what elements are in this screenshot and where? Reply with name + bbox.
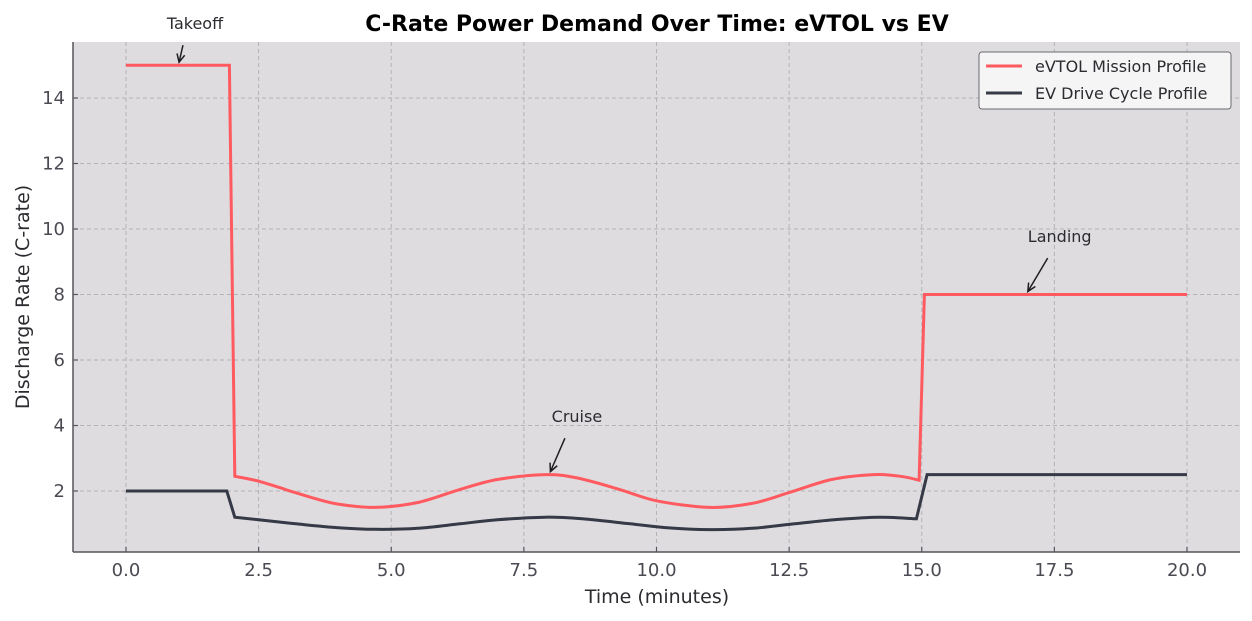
arrow-icon [178, 45, 184, 63]
chart-title: C-Rate Power Demand Over Time: eVTOL vs … [365, 12, 948, 37]
y-tick-label: 8 [54, 285, 65, 306]
x-axis-ticks: 0.0 2.5 5.0 7.5 10.0 12.5 15.0 17.5 20.0 [112, 547, 1207, 581]
y-tick-label: 6 [54, 350, 65, 371]
x-axis-label: Time (minutes) [584, 586, 729, 608]
y-axis-label: Discharge Rate (C-rate) [12, 185, 34, 409]
ev-line [126, 473, 1187, 532]
annotations: Takeoff Cruise Landing [166, 14, 1092, 474]
arrowhead-icon [1026, 282, 1036, 293]
x-tick-label: 17.5 [1034, 560, 1074, 581]
y-axis-ticks: 2 4 6 8 10 12 14 [42, 88, 78, 502]
annotation-takeoff: Takeoff [166, 14, 224, 33]
x-tick-label: 20.0 [1167, 560, 1207, 581]
x-tick-label: 12.5 [769, 560, 809, 581]
x-tick-label: 7.5 [510, 560, 539, 581]
x-tick-label: 0.0 [112, 560, 141, 581]
x-tick-label: 5.0 [377, 560, 406, 581]
annotation-landing: Landing [1028, 227, 1092, 246]
y-tick-label: 10 [42, 219, 65, 240]
annotation-cruise: Cruise [552, 407, 603, 426]
x-tick-label: 10.0 [636, 560, 676, 581]
y-tick-label: 14 [42, 88, 65, 109]
arrow-icon [549, 437, 566, 472]
arrowhead-icon [176, 53, 186, 64]
y-tick-label: 12 [42, 154, 65, 175]
gridlines [73, 42, 1240, 552]
x-tick-label: 15.0 [902, 560, 942, 581]
legend: eVTOL Mission Profile EV Drive Cycle Pro… [978, 51, 1232, 110]
evtol-line [126, 63, 1187, 509]
y-tick-label: 2 [54, 481, 65, 502]
y-tick-label: 4 [54, 416, 65, 437]
arrowhead-icon [549, 462, 558, 474]
legend-label-ev: EV Drive Cycle Profile [1035, 84, 1207, 103]
arrow-icon [1027, 257, 1049, 292]
x-tick-label: 2.5 [244, 560, 273, 581]
legend-box [978, 51, 1232, 110]
legend-label-evtol: eVTOL Mission Profile [1035, 57, 1206, 76]
series-layer [126, 63, 1187, 532]
